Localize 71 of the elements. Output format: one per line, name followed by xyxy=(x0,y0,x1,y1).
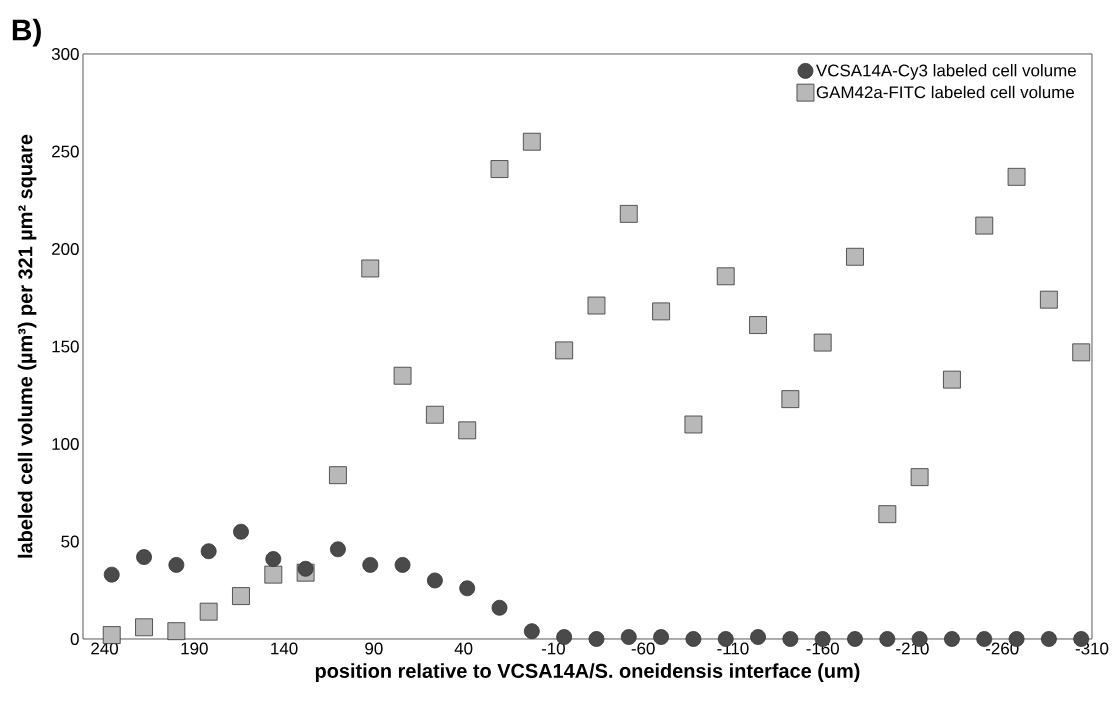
point xyxy=(200,543,217,560)
legend-label: GAM42a-FITC labeled cell volume xyxy=(816,85,1075,99)
point xyxy=(619,204,638,223)
y-tick-label: 0 xyxy=(70,632,79,645)
point xyxy=(199,602,218,621)
point xyxy=(233,523,249,540)
y-tick-label: 250 xyxy=(52,145,79,158)
point xyxy=(653,629,669,645)
point xyxy=(393,366,412,385)
point xyxy=(587,296,606,315)
point xyxy=(458,421,477,440)
y-tick-label: 100 xyxy=(52,437,79,450)
point xyxy=(167,622,186,641)
point xyxy=(943,370,961,389)
point xyxy=(879,631,896,647)
point xyxy=(330,541,346,558)
point xyxy=(103,566,120,583)
x-axis-title: position relative to VCSA14A/S. oneidensis interface (um) xyxy=(315,663,860,682)
point xyxy=(813,333,832,352)
chart-title: B) xyxy=(12,18,41,47)
point xyxy=(394,556,411,573)
x-tick-label: 90 xyxy=(365,642,383,655)
y-tick-label: 200 xyxy=(52,242,79,255)
point xyxy=(782,631,799,647)
point xyxy=(588,631,605,647)
point xyxy=(684,415,703,434)
point xyxy=(264,565,283,584)
point xyxy=(975,216,994,235)
point xyxy=(490,160,509,178)
point xyxy=(846,247,864,266)
point xyxy=(329,466,347,485)
x-tick-label: 190 xyxy=(181,642,208,655)
point xyxy=(847,631,863,647)
point xyxy=(136,549,152,565)
point xyxy=(491,599,508,616)
point xyxy=(522,132,541,151)
point xyxy=(750,629,766,645)
point xyxy=(716,267,735,286)
point xyxy=(685,631,702,647)
point xyxy=(1040,631,1057,647)
point xyxy=(297,560,314,577)
point xyxy=(652,302,670,321)
point xyxy=(781,390,800,409)
legend-label: VCSA14A-Cy3 labeled cell volume xyxy=(816,64,1076,80)
x-tick-label: 240 xyxy=(91,642,119,655)
point xyxy=(426,572,443,589)
point xyxy=(265,551,282,567)
point xyxy=(878,505,897,524)
point xyxy=(168,556,185,573)
point xyxy=(135,618,153,637)
x-tick-label: 140 xyxy=(271,642,298,655)
point xyxy=(749,316,767,334)
point xyxy=(910,468,929,487)
point xyxy=(1007,167,1026,186)
y-axis-title: labeled cell volume (µm³) per 321 µm² square xyxy=(17,134,37,558)
point xyxy=(523,623,540,640)
point xyxy=(362,556,379,573)
point xyxy=(1039,290,1058,309)
x-tick-label: -60 xyxy=(631,642,655,655)
y-tick-label: 300 xyxy=(51,47,79,60)
y-tick-label: 50 xyxy=(61,535,79,548)
point xyxy=(232,587,250,605)
y-tick-label: 150 xyxy=(52,340,79,353)
point xyxy=(425,405,444,424)
point xyxy=(944,631,960,647)
point xyxy=(102,626,121,644)
point xyxy=(459,580,476,597)
point xyxy=(1072,343,1091,362)
point xyxy=(555,341,574,360)
point xyxy=(361,259,380,278)
x-tick-label: 40 xyxy=(454,642,473,655)
